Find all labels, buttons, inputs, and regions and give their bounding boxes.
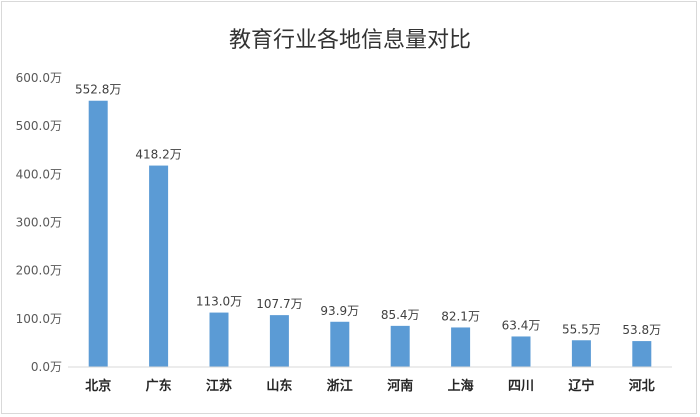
- x-tick-label: 广东: [146, 378, 172, 394]
- y-tick-label: 100.0万: [16, 312, 62, 326]
- x-tick-label: 河南: [387, 378, 413, 394]
- y-tick-label: 600.0万: [16, 71, 62, 85]
- x-tick-label: 江苏: [206, 378, 232, 394]
- data-label: 85.4万: [381, 308, 420, 322]
- x-tick-label: 北京: [85, 378, 111, 394]
- y-tick-label: 400.0万: [16, 167, 62, 181]
- x-tick-label: 浙江: [327, 378, 353, 394]
- bar: [571, 340, 591, 367]
- bar: [88, 100, 108, 367]
- y-tick-label: 0.0万: [31, 360, 62, 374]
- data-label: 93.9万: [320, 304, 359, 318]
- bar: [390, 325, 410, 367]
- bar: [330, 321, 350, 367]
- data-label: 55.5万: [562, 322, 601, 336]
- data-label: 113.0万: [196, 295, 242, 309]
- bar: [632, 341, 652, 367]
- bar: [149, 165, 169, 367]
- x-tick-label: 四川: [508, 379, 534, 394]
- bars: [88, 100, 652, 367]
- data-label: 82.1万: [441, 309, 480, 323]
- bar: [209, 312, 229, 367]
- data-labels: 552.8万 418.2万 113.0万 107.7万 93.9万 85.4万 82.1万 6…: [75, 83, 661, 337]
- y-tick-label: 500.0万: [16, 119, 62, 133]
- y-tick-label: 300.0万: [16, 216, 62, 230]
- data-label: 552.8万: [75, 83, 121, 97]
- bar: [451, 327, 471, 367]
- y-tick-label: 200.0万: [16, 264, 62, 278]
- chart-title: 教育行业各地信息量对比: [228, 28, 471, 53]
- data-label: 418.2万: [135, 148, 181, 162]
- y-axis: 0.0万 100.0万 200.0万 300.0万 400.0万 500.0万 600.0万: [16, 71, 62, 374]
- bar: [269, 315, 289, 367]
- x-axis: 北京 广东 江苏 山东 浙江 河南 上海 四川 辽宁 河北: [85, 378, 655, 394]
- data-label: 63.4万: [502, 318, 541, 332]
- x-tick-label: 河北: [629, 378, 655, 394]
- x-tick-label: 山东: [266, 378, 292, 394]
- data-label: 53.8万: [622, 323, 661, 337]
- data-label: 107.7万: [256, 297, 302, 311]
- bar: [511, 336, 531, 367]
- x-tick-label: 上海: [448, 378, 474, 394]
- x-tick-label: 辽宁: [568, 378, 594, 394]
